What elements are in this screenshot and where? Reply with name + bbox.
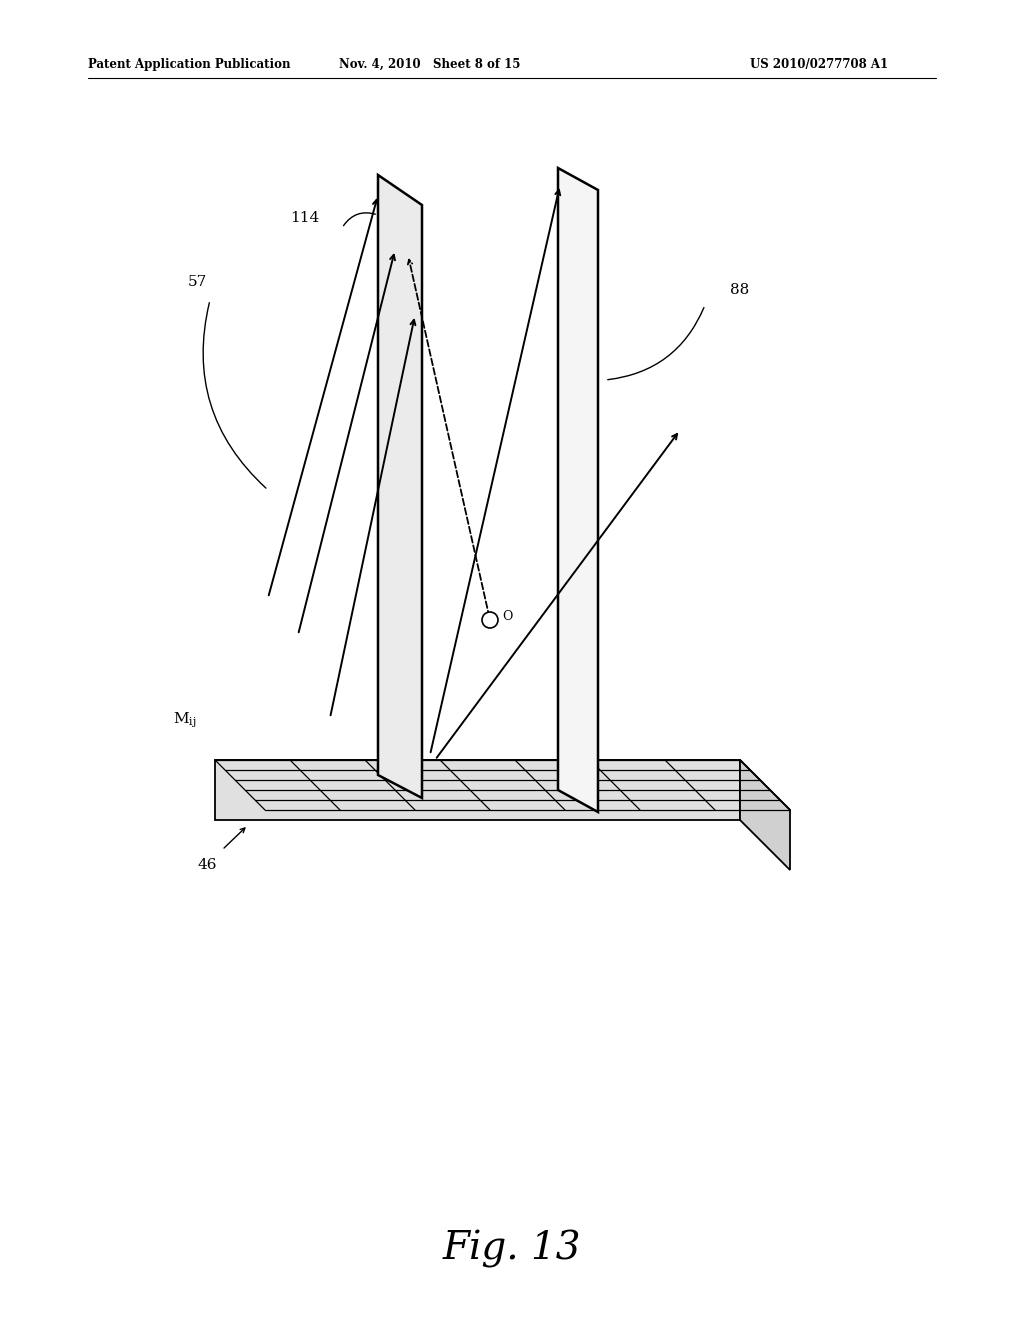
Text: Fig. 13: Fig. 13 xyxy=(442,1230,582,1269)
FancyArrowPatch shape xyxy=(608,308,703,380)
Text: O: O xyxy=(502,610,512,623)
Polygon shape xyxy=(378,176,422,799)
FancyArrowPatch shape xyxy=(343,213,376,226)
Circle shape xyxy=(482,612,498,628)
Text: Patent Application Publication: Patent Application Publication xyxy=(88,58,291,71)
Polygon shape xyxy=(558,168,598,812)
Text: 57: 57 xyxy=(188,275,207,289)
Text: Nov. 4, 2010   Sheet 8 of 15: Nov. 4, 2010 Sheet 8 of 15 xyxy=(339,58,520,71)
Polygon shape xyxy=(740,760,790,870)
Text: 88: 88 xyxy=(730,282,750,297)
Text: 46: 46 xyxy=(197,858,216,873)
Text: US 2010/0277708 A1: US 2010/0277708 A1 xyxy=(750,58,888,71)
Text: M$_\mathregular{ij}$: M$_\mathregular{ij}$ xyxy=(173,710,197,730)
Text: 114: 114 xyxy=(290,211,319,224)
FancyArrowPatch shape xyxy=(203,302,266,488)
Polygon shape xyxy=(215,760,790,810)
Polygon shape xyxy=(215,760,740,820)
